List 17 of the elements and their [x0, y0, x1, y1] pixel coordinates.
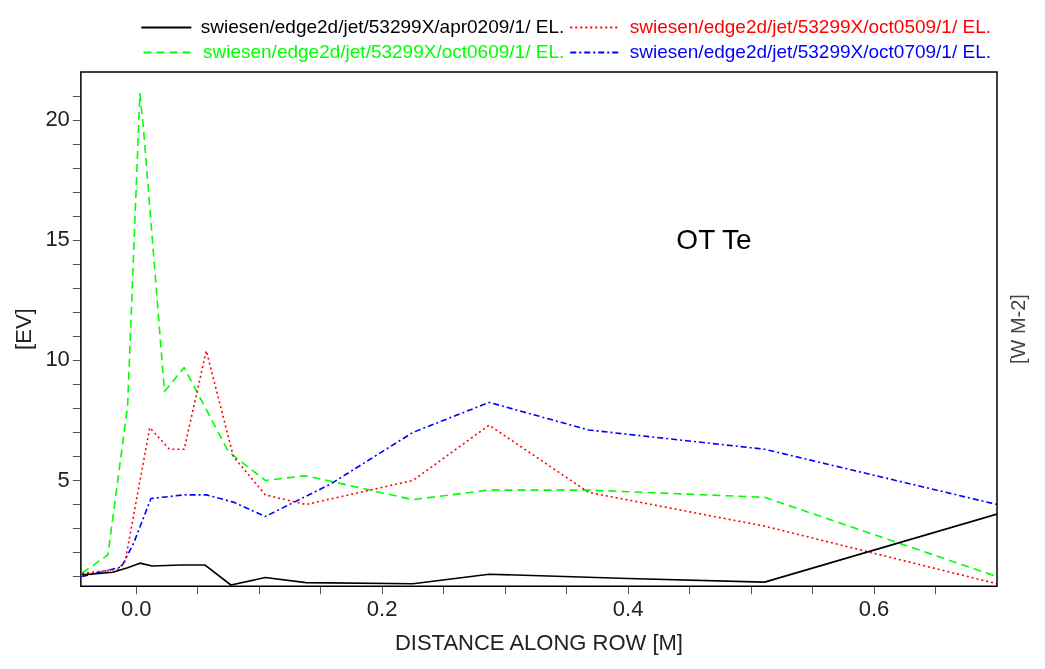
- legend-label: swiesen/edge2d/jet/53299X/oct0509/1/ EL.: [629, 15, 992, 37]
- x-axis-title: DISTANCE ALONG ROW [M]: [394, 629, 683, 655]
- y-tick-label: 20: [45, 106, 70, 132]
- x-tick-label: 0.0: [120, 596, 152, 622]
- y-tick-label: 15: [45, 226, 70, 252]
- y-tick-label: 10: [45, 346, 70, 372]
- y2-axis-title: [W M-2]: [1006, 294, 1029, 365]
- legend-label: swiesen/edge2d/jet/53299X/oct0709/1/ EL.: [629, 40, 992, 62]
- annotation: OT Te: [676, 224, 752, 256]
- x-tick-label: 0.2: [366, 596, 398, 622]
- legend-label: swiesen/edge2d/jet/53299X/oct0609/1/ EL.: [202, 40, 565, 62]
- y-axis-title: [EV]: [11, 308, 37, 350]
- x-tick-label: 0.4: [612, 596, 644, 622]
- line-series: [81, 401, 997, 578]
- legend-label: swiesen/edge2d/jet/53299X/apr0209/1/ EL.: [200, 15, 565, 37]
- y-tick-label: 5: [57, 466, 70, 492]
- x-tick-label: 0.6: [858, 596, 890, 622]
